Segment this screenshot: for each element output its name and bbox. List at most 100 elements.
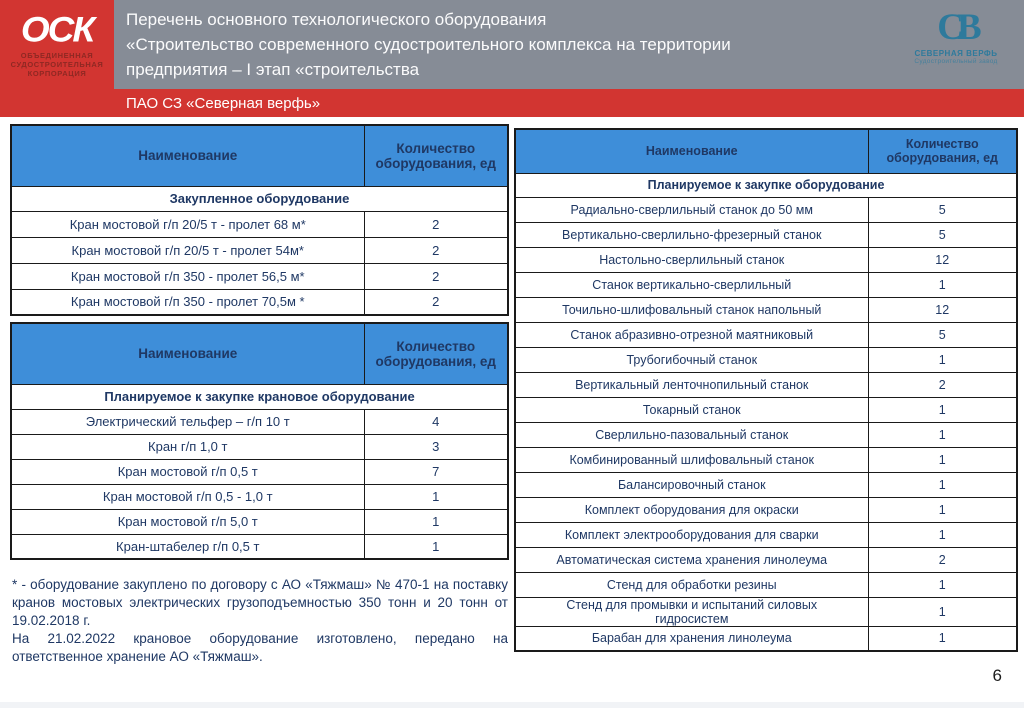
- equipment-qty-cell: 2: [867, 546, 1018, 573]
- table-header: Наименование Количество оборудования, ед: [10, 322, 509, 385]
- table-row: Кран мостовой г/п 20/5 т - пролет 68 м* 2: [10, 210, 509, 238]
- column-header-qty: Количество оборудования, ед: [363, 322, 509, 385]
- equipment-qty-cell: 2: [867, 371, 1018, 398]
- section-row: Закупленное оборудование: [10, 185, 509, 212]
- osk-caption-line: ОБЪЕДИНЕННАЯ: [20, 50, 94, 60]
- section-title: Закупленное оборудование: [10, 185, 509, 212]
- slide-title: Перечень основного технологического обор…: [126, 7, 896, 82]
- equipment-name-cell: Кран мостовой г/п 20/5 т - пролет 68 м*: [10, 210, 365, 238]
- section-row: Планируемое к закупке оборудование: [514, 172, 1018, 198]
- osk-caption-line: СУДОСТРОИТЕЛЬНАЯ: [10, 59, 104, 69]
- equipment-qty-cell: 2: [363, 262, 509, 290]
- equipment-name-cell: Кран мостовой г/п 0,5 - 1,0 т: [10, 483, 365, 510]
- equipment-name-cell: Кран мостовой г/п 0,5 т: [10, 458, 365, 485]
- table-row: Станок абразивно-отрезной маятниковый 5: [514, 321, 1018, 348]
- table-row: Настольно-сверлильный станок 12: [514, 246, 1018, 273]
- section-title: Планируемое к закупке крановое оборудова…: [10, 383, 509, 410]
- planned-crane-equipment-table: Наименование Количество оборудования, ед…: [10, 322, 509, 560]
- equipment-qty-cell: 1: [867, 446, 1018, 473]
- table-row: Комплект электрооборудования для сварки 1: [514, 521, 1018, 548]
- severnaya-verf-logo-subcaption: Судостроительный завод: [914, 58, 998, 65]
- equipment-qty-cell: 5: [867, 221, 1018, 248]
- equipment-qty-cell: 1: [867, 496, 1018, 523]
- equipment-qty-cell: 1: [867, 471, 1018, 498]
- equipment-qty-cell: 4: [363, 408, 509, 435]
- table-row: Вертикальный ленточнопильный станок 2: [514, 371, 1018, 398]
- footnote-paragraph: * - оборудование закуплено по договору с…: [12, 577, 508, 628]
- equipment-qty-cell: 1: [867, 421, 1018, 448]
- table-row: Комплект оборудования для окраски 1: [514, 496, 1018, 523]
- equipment-name-cell: Комплект оборудования для окраски: [514, 496, 869, 523]
- equipment-name-cell: Вертикальный ленточнопильный станок: [514, 371, 869, 398]
- purchased-equipment-table: Наименование Количество оборудования, ед…: [10, 124, 509, 316]
- equipment-qty-cell: 1: [867, 596, 1018, 627]
- company-banner-label: ПАО СЗ «Северная верфь»: [126, 94, 321, 112]
- table-header-row: Наименование Количество оборудования, ед: [10, 322, 509, 385]
- severnaya-verf-logo-caption: СЕВЕРНАЯ ВЕРФЬ: [914, 49, 998, 58]
- table-header-row: Наименование Количество оборудования, ед: [514, 128, 1018, 174]
- equipment-name-cell: Кран мостовой г/п 350 - пролет 70,5м *: [10, 288, 365, 316]
- table-row: Стенд для обработки резины 1: [514, 571, 1018, 598]
- equipment-qty-cell: 1: [363, 533, 509, 560]
- table-row: Кран мостовой г/п 350 - пролет 70,5м * 2: [10, 288, 509, 316]
- equipment-qty-cell: 1: [867, 625, 1018, 652]
- slide-title-line: Перечень основного технологического обор…: [126, 10, 547, 29]
- equipment-name-cell: Станок абразивно-отрезной маятниковый: [514, 321, 869, 348]
- osk-logo-caption: ОБЪЕДИНЕННАЯ СУДОСТРОИТЕЛЬНАЯ КОРПОРАЦИЯ: [11, 51, 104, 78]
- equipment-qty-cell: 2: [363, 236, 509, 264]
- equipment-qty-cell: 2: [363, 288, 509, 316]
- column-header-qty: Количество оборудования, ед: [363, 124, 509, 187]
- equipment-qty-cell: 7: [363, 458, 509, 485]
- equipment-qty-cell: 1: [867, 346, 1018, 373]
- table-row: Барабан для хранения линолеума 1: [514, 625, 1018, 652]
- column-header-name: Наименование: [514, 128, 869, 174]
- equipment-name-cell: Стенд для обработки резины: [514, 571, 869, 598]
- section-title: Планируемое к закупке оборудование: [514, 172, 1018, 198]
- equipment-name-cell: Вертикально-сверлильно-фрезерный станок: [514, 221, 869, 248]
- table-row: Вертикально-сверлильно-фрезерный станок 5: [514, 221, 1018, 248]
- equipment-name-cell: Радиально-сверлильный станок до 50 мм: [514, 196, 869, 223]
- equipment-name-cell: Автоматическая система хранения линолеум…: [514, 546, 869, 573]
- equipment-qty-cell: 5: [867, 196, 1018, 223]
- table-row: Станок вертикально-сверлильный 1: [514, 271, 1018, 298]
- equipment-qty-cell: 1: [867, 271, 1018, 298]
- equipment-qty-cell: 1: [867, 396, 1018, 423]
- equipment-qty-cell: 2: [363, 210, 509, 238]
- column-header-qty: Количество оборудования, ед: [867, 128, 1018, 174]
- equipment-qty-cell: 3: [363, 433, 509, 460]
- table-header: Наименование Количество оборудования, ед: [514, 128, 1018, 174]
- equipment-name-cell: Электрический тельфер – г/п 10 т: [10, 408, 365, 435]
- equipment-name-cell: Кран-штабелер г/п 0,5 т: [10, 533, 365, 560]
- table-row: Балансировочный станок 1: [514, 471, 1018, 498]
- table-row: Автоматическая система хранения линолеум…: [514, 546, 1018, 573]
- equipment-qty-cell: 12: [867, 246, 1018, 273]
- equipment-name-cell: Комплект электрооборудования для сварки: [514, 521, 869, 548]
- slide-title-line: «Строительство современного судостроител…: [126, 35, 731, 54]
- osk-logo-icon: ОСК: [20, 9, 95, 49]
- equipment-name-cell: Кран мостовой г/п 350 - пролет 56,5 м*: [10, 262, 365, 290]
- equipment-name-cell: Кран мостовой г/п 20/5 т - пролет 54м*: [10, 236, 365, 264]
- footnote: * - оборудование закуплено по договору с…: [12, 576, 508, 666]
- equipment-name-cell: Настольно-сверлильный станок: [514, 246, 869, 273]
- page-number: 6: [992, 666, 1002, 685]
- equipment-qty-cell: 5: [867, 321, 1018, 348]
- equipment-name-cell: Комбинированный шлифовальный станок: [514, 446, 869, 473]
- equipment-name-cell: Кран мостовой г/п 5,0 т: [10, 508, 365, 535]
- equipment-name-cell: Барабан для хранения линолеума: [514, 625, 869, 652]
- table-header: Наименование Количество оборудования, ед: [10, 124, 509, 187]
- equipment-name-cell: Токарный станок: [514, 396, 869, 423]
- table-row: Точильно-шлифовальный станок напольный 12: [514, 296, 1018, 323]
- equipment-qty-cell: 1: [867, 521, 1018, 548]
- table-row: Стенд для промывки и испытаний силовых г…: [514, 596, 1018, 627]
- table-row: Кран мостовой г/п 20/5 т - пролет 54м* 2: [10, 236, 509, 264]
- column-header-name: Наименование: [10, 322, 365, 385]
- table-row: Трубогибочный станок 1: [514, 346, 1018, 373]
- osk-logo: ОСК ОБЪЕДИНЕННАЯ СУДОСТРОИТЕЛЬНАЯ КОРПОР…: [0, 0, 114, 89]
